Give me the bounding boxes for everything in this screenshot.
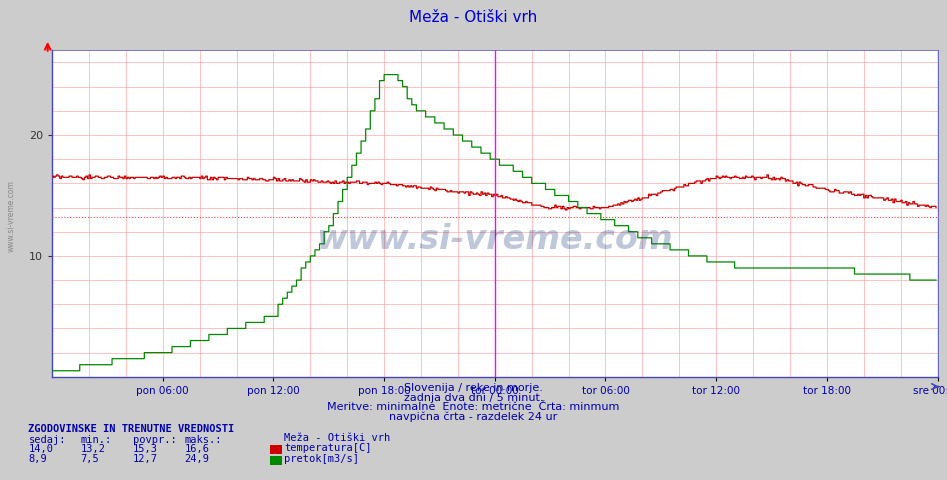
Text: Meritve: minimalne  Enote: metrične  Črta: minmum: Meritve: minimalne Enote: metrične Črta:… (328, 402, 619, 412)
Text: min.:: min.: (80, 434, 112, 444)
Text: 8,9: 8,9 (28, 454, 47, 464)
Text: Slovenija / reke in morje.: Slovenija / reke in morje. (404, 383, 543, 393)
Text: povpr.:: povpr.: (133, 434, 176, 444)
Text: navpična črta - razdelek 24 ur: navpična črta - razdelek 24 ur (389, 411, 558, 422)
Text: 12,7: 12,7 (133, 454, 157, 464)
Text: 7,5: 7,5 (80, 454, 99, 464)
Text: maks.:: maks.: (185, 434, 223, 444)
Text: pretok[m3/s]: pretok[m3/s] (284, 454, 359, 464)
Text: 24,9: 24,9 (185, 454, 209, 464)
Text: www.si-vreme.com: www.si-vreme.com (316, 223, 673, 256)
Text: Meža - Otiški vrh: Meža - Otiški vrh (284, 432, 390, 443)
Text: www.si-vreme.com: www.si-vreme.com (7, 180, 16, 252)
Text: Meža - Otiški vrh: Meža - Otiški vrh (409, 10, 538, 24)
Text: 14,0: 14,0 (28, 444, 53, 454)
Text: 16,6: 16,6 (185, 444, 209, 454)
Text: zadnja dva dni / 5 minut.: zadnja dva dni / 5 minut. (403, 393, 544, 403)
Text: 15,3: 15,3 (133, 444, 157, 454)
Text: ZGODOVINSKE IN TRENUTNE VREDNOSTI: ZGODOVINSKE IN TRENUTNE VREDNOSTI (28, 424, 235, 434)
Text: sedaj:: sedaj: (28, 434, 66, 444)
Text: temperatura[C]: temperatura[C] (284, 443, 371, 453)
Text: 13,2: 13,2 (80, 444, 105, 454)
